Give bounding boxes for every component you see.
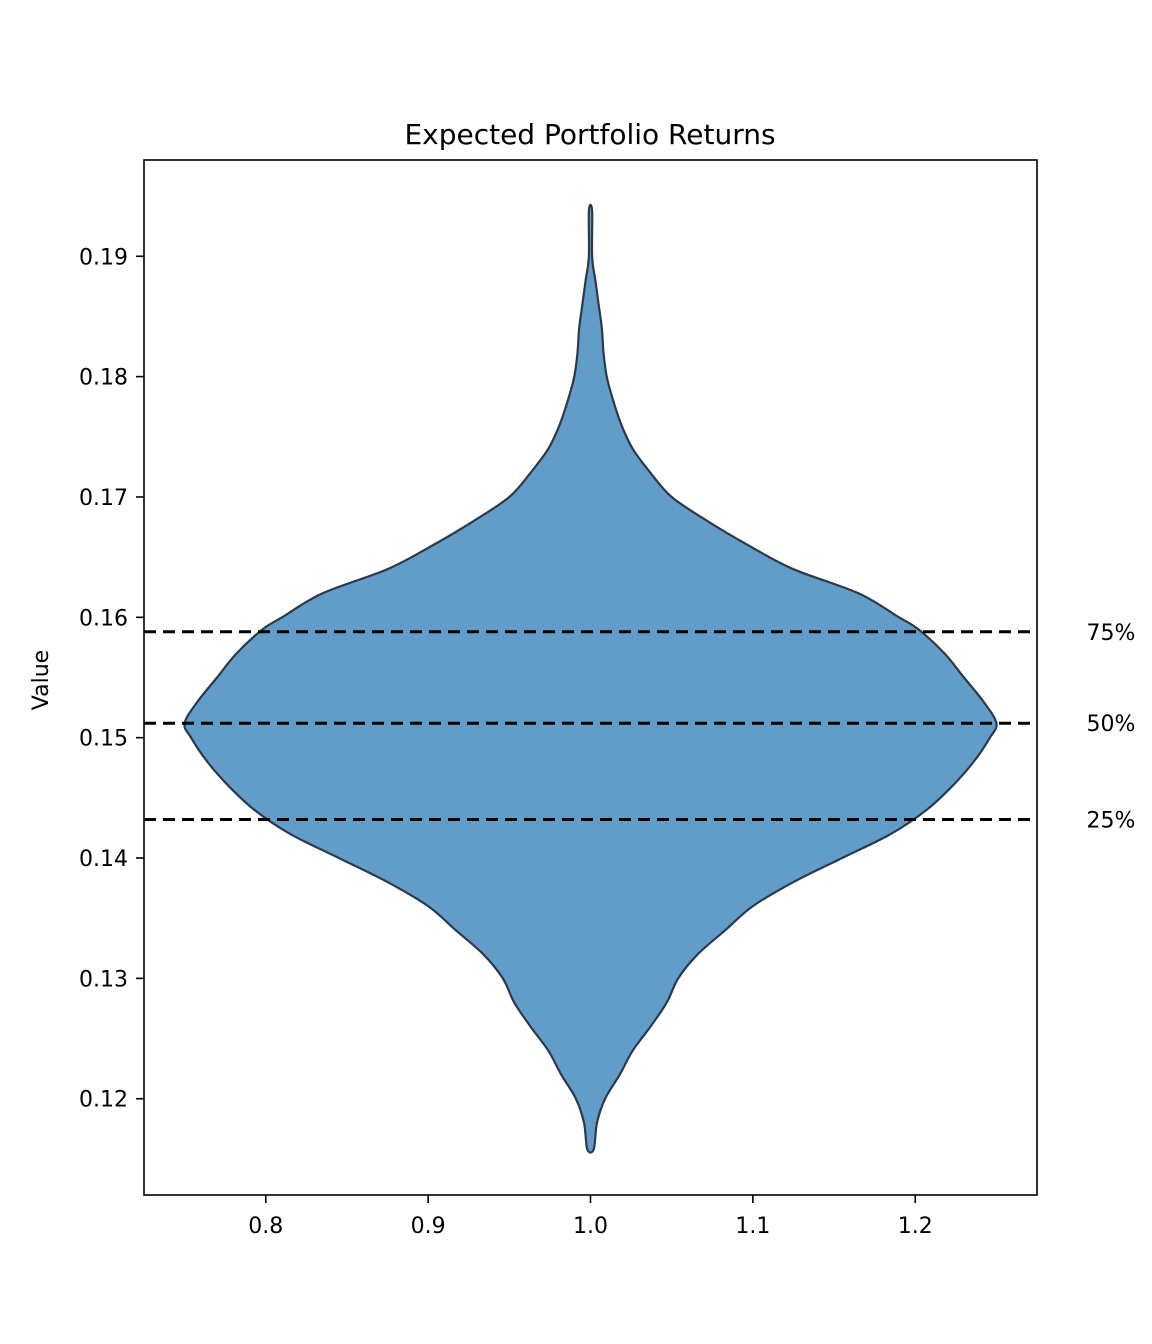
y-axis-label: Value <box>29 650 54 710</box>
x-tick-label: 0.9 <box>411 1214 446 1239</box>
y-tick-label: 0.15 <box>79 727 128 752</box>
y-tick-label: 0.14 <box>79 847 128 872</box>
quantile-label: 50% <box>1087 712 1136 737</box>
violin-body <box>183 203 998 1154</box>
y-tick-label: 0.19 <box>79 245 128 270</box>
y-tick-label: 0.17 <box>79 486 128 511</box>
y-tick-label: 0.16 <box>79 606 128 631</box>
y-tick-label: 0.18 <box>79 366 128 391</box>
chart-title: Expected Portfolio Returns <box>404 118 775 151</box>
quantile-label: 25% <box>1087 809 1136 834</box>
y-tick-label: 0.12 <box>79 1088 128 1113</box>
x-tick-label: 1.0 <box>573 1214 608 1239</box>
quantile-label: 75% <box>1087 621 1136 646</box>
x-tick-label: 1.2 <box>898 1214 933 1239</box>
x-tick-label: 0.8 <box>248 1214 283 1239</box>
x-tick-label: 1.1 <box>735 1214 770 1239</box>
y-tick-label: 0.13 <box>79 967 128 992</box>
